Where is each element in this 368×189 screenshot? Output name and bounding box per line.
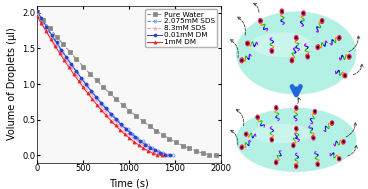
Circle shape [317, 164, 318, 165]
Circle shape [241, 147, 242, 148]
Circle shape [296, 107, 297, 108]
Ellipse shape [236, 11, 357, 94]
Circle shape [343, 73, 347, 78]
Circle shape [260, 20, 261, 22]
FancyArrowPatch shape [231, 130, 238, 145]
Circle shape [293, 145, 294, 146]
Circle shape [342, 140, 345, 144]
Circle shape [314, 110, 316, 113]
Circle shape [295, 127, 298, 130]
FancyArrowPatch shape [238, 17, 245, 35]
Circle shape [259, 19, 262, 23]
Circle shape [303, 12, 304, 14]
Circle shape [270, 49, 273, 53]
Circle shape [291, 60, 293, 61]
Circle shape [339, 158, 340, 160]
Ellipse shape [251, 124, 311, 143]
Circle shape [256, 115, 259, 119]
Circle shape [306, 54, 309, 59]
Circle shape [312, 136, 315, 140]
Circle shape [313, 137, 314, 139]
Circle shape [349, 56, 350, 57]
Circle shape [344, 75, 346, 76]
Circle shape [295, 106, 298, 110]
Circle shape [295, 164, 298, 168]
FancyArrowPatch shape [349, 36, 360, 52]
Circle shape [270, 138, 273, 142]
Circle shape [317, 46, 318, 48]
FancyArrowPatch shape [348, 145, 357, 156]
Circle shape [281, 11, 283, 12]
Circle shape [338, 157, 341, 161]
Circle shape [296, 128, 297, 129]
Circle shape [316, 163, 319, 167]
Circle shape [247, 43, 248, 44]
Circle shape [339, 37, 340, 39]
Circle shape [343, 141, 344, 143]
Circle shape [337, 36, 341, 40]
Circle shape [271, 139, 272, 141]
Circle shape [257, 116, 258, 118]
Circle shape [244, 132, 248, 136]
Circle shape [307, 56, 308, 57]
Circle shape [330, 121, 334, 125]
Circle shape [296, 166, 297, 167]
Circle shape [271, 50, 272, 52]
Circle shape [321, 19, 324, 23]
Circle shape [332, 122, 333, 124]
Y-axis label: Volume of Droplets (µl): Volume of Droplets (µl) [7, 28, 17, 140]
Ellipse shape [236, 108, 357, 172]
Circle shape [292, 144, 295, 147]
Circle shape [302, 11, 305, 15]
Legend: Pure Water, 2.075mM SDS, 8.3mM SDS, 0.01mM DM, 1mM DM: Pure Water, 2.075mM SDS, 8.3mM SDS, 0.01… [145, 9, 217, 47]
FancyArrowPatch shape [254, 3, 259, 12]
X-axis label: Time (s): Time (s) [109, 178, 149, 188]
FancyArrowPatch shape [346, 123, 357, 137]
Circle shape [276, 162, 277, 163]
Circle shape [294, 36, 298, 40]
Ellipse shape [251, 32, 311, 57]
Circle shape [314, 111, 315, 112]
Circle shape [348, 54, 351, 59]
FancyArrowPatch shape [298, 98, 301, 104]
Circle shape [275, 161, 277, 164]
Circle shape [240, 58, 243, 63]
FancyArrowPatch shape [353, 64, 363, 75]
Circle shape [290, 58, 294, 63]
Circle shape [241, 60, 242, 61]
FancyArrowPatch shape [236, 109, 244, 126]
Circle shape [296, 37, 297, 39]
Circle shape [275, 106, 277, 110]
Circle shape [246, 41, 249, 46]
FancyArrowPatch shape [230, 40, 238, 58]
Circle shape [322, 20, 323, 22]
Circle shape [276, 107, 277, 108]
Circle shape [245, 133, 247, 135]
Circle shape [316, 45, 319, 50]
Circle shape [280, 9, 284, 14]
Circle shape [240, 146, 243, 149]
